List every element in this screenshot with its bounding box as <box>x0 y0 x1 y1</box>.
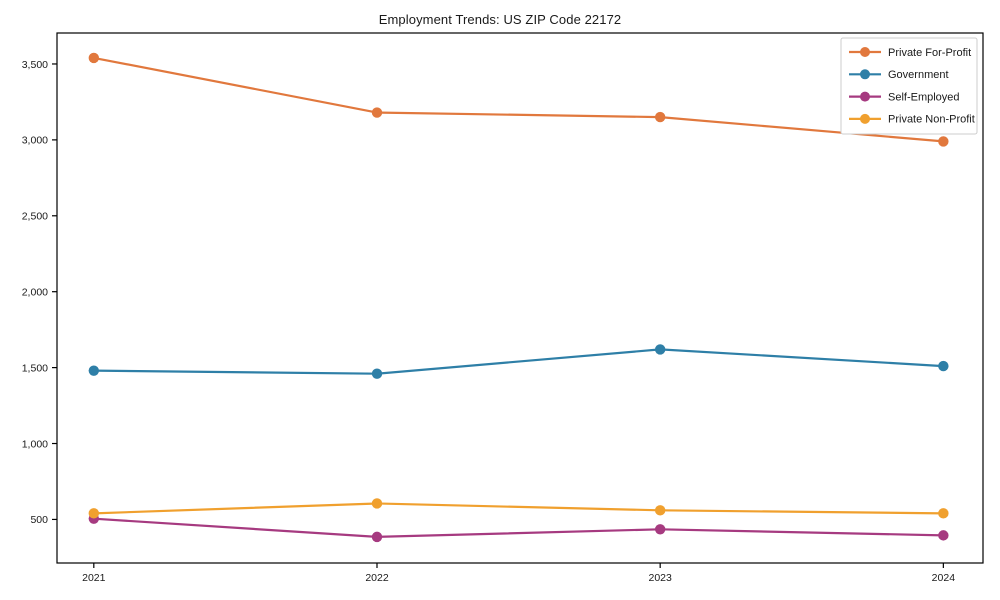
data-point <box>371 368 383 379</box>
data-point <box>938 530 949 541</box>
legend-box <box>840 37 978 135</box>
legend-marker-dot <box>860 69 870 80</box>
legend-label: Private For-Profit <box>888 47 971 59</box>
chart-title: Employment Trends: US ZIP Code 22172 <box>378 12 622 27</box>
data-point <box>654 111 666 123</box>
series-line-private-for-profit <box>92 56 945 143</box>
data-point <box>938 508 949 519</box>
y-tick-label: 500 <box>30 514 48 526</box>
y-tick-label: 2,500 <box>22 211 48 223</box>
y-tick-label: 1,000 <box>22 438 48 450</box>
legend-marker-dot <box>860 91 870 102</box>
data-point <box>371 531 383 543</box>
series-line-private-non-profit <box>92 502 945 515</box>
legend: Private For-Profit Government Self-Employe… <box>840 37 978 135</box>
y-tick-label: 3,000 <box>22 135 48 147</box>
plot-frame <box>56 32 984 564</box>
legend-label: Private Non-Profit <box>888 114 975 126</box>
y-tick-label: 3,500 <box>22 59 48 71</box>
y-tick-label: 1,500 <box>22 362 48 374</box>
data-point <box>654 505 666 516</box>
legend-label: Government <box>888 69 949 81</box>
data-point <box>88 508 100 519</box>
legend-label: Self-Employed <box>888 91 960 103</box>
data-point <box>371 107 383 118</box>
y-tick-label: 2,000 <box>22 286 48 298</box>
series-line-self-employed <box>92 517 945 538</box>
data-point <box>654 344 666 355</box>
data-point <box>88 52 100 64</box>
series-line-government <box>92 348 945 375</box>
x-tick-label: 2021 <box>82 572 106 584</box>
data-point <box>938 136 949 147</box>
data-point <box>371 498 383 509</box>
x-tick-label: 2023 <box>648 572 672 584</box>
x-tick-label: 2022 <box>365 572 389 584</box>
data-point <box>654 524 666 535</box>
data-point <box>938 360 949 372</box>
x-tick-label: 2024 <box>932 572 956 584</box>
legend-marker-dot <box>860 113 870 124</box>
legend-marker-dot <box>860 47 870 57</box>
data-point <box>88 365 100 376</box>
